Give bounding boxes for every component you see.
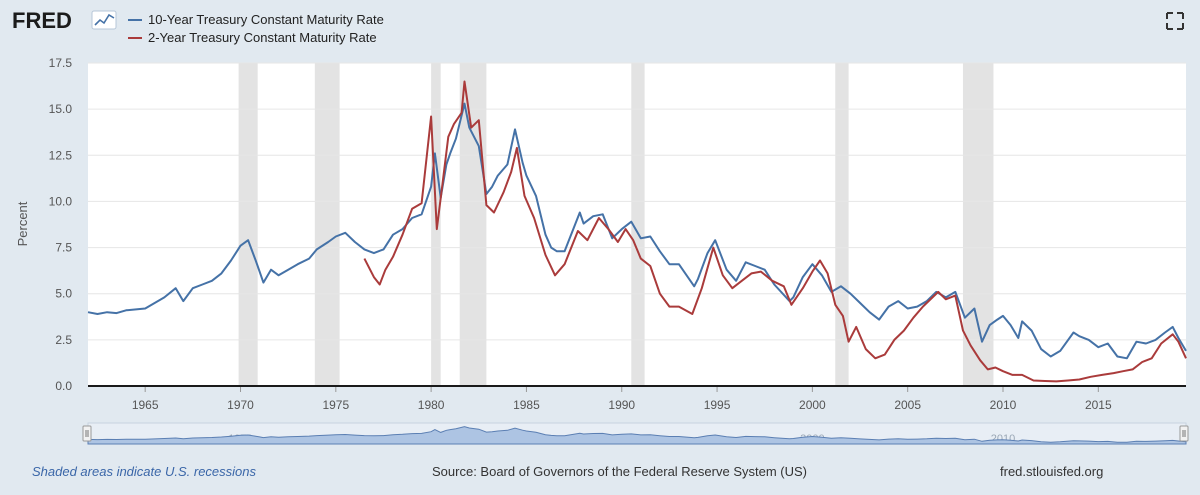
recession-band-4 (631, 63, 645, 386)
x-tick-label: 2000 (799, 398, 826, 412)
x-tick-label: 1980 (418, 398, 445, 412)
recession-band-3 (459, 63, 487, 386)
x-axis-ticks: 1965 1970 1975 1980 1985 1990 1995 2000 2005 2010… (132, 386, 1112, 412)
y-tick-label: 10.0 (49, 194, 73, 208)
series-line-2-year (363, 80, 1187, 383)
legend: 10-Year Treasury Constant Maturity Rate … (128, 12, 384, 45)
y-tick-label: 5.0 (55, 287, 72, 301)
legend-label-10-year: 10-Year Treasury Constant Maturity Rate (148, 12, 384, 27)
series-lines (87, 80, 1187, 383)
fred-logo[interactable]: FRED (12, 8, 117, 33)
y-tick-label: 7.5 (55, 241, 72, 255)
y-axis-label: Percent (15, 201, 30, 246)
y-tick-label: 2.5 (55, 333, 72, 347)
x-tick-label: 1995 (704, 398, 731, 412)
fullscreen-icon[interactable] (1166, 12, 1184, 30)
legend-label-2-year: 2-Year Treasury Constant Maturity Rate (148, 30, 377, 45)
x-tick-label: 2015 (1085, 398, 1112, 412)
legend-item-10-year[interactable]: 10-Year Treasury Constant Maturity Rate (128, 12, 384, 27)
site-link[interactable]: fred.stlouisfed.org (1000, 464, 1103, 479)
series-line-10-year (87, 102, 1187, 360)
x-tick-label: 1975 (322, 398, 349, 412)
y-tick-label: 17.5 (49, 56, 73, 70)
legend-item-2-year[interactable]: 2-Year Treasury Constant Maturity Rate (128, 30, 377, 45)
y-tick-label: 12.5 (49, 148, 73, 162)
recession-band-5 (835, 63, 849, 386)
x-tick-label: 1970 (227, 398, 254, 412)
recession-band-1 (314, 63, 340, 386)
navigator-right-handle[interactable] (1179, 425, 1189, 442)
recession-band-0 (238, 63, 258, 386)
range-navigator[interactable]: 19701980199020002010 (82, 422, 1189, 445)
y-axis-ticks: 0.0 2.5 5.0 7.5 10.0 12.5 15.0 17.5 (49, 56, 73, 393)
x-tick-label: 2010 (990, 398, 1017, 412)
source-text: Source: Board of Governors of the Federa… (432, 464, 807, 479)
fred-logo-text: FRED (12, 8, 72, 33)
x-tick-label: 2005 (894, 398, 921, 412)
x-tick-label: 1990 (608, 398, 635, 412)
recession-band-6 (962, 63, 994, 386)
y-tick-label: 0.0 (55, 379, 72, 393)
x-tick-label: 1965 (132, 398, 159, 412)
x-tick-label: 1985 (513, 398, 540, 412)
recessions-note: Shaded areas indicate U.S. recessions (32, 464, 257, 479)
navigator-area (87, 426, 1187, 445)
navigator-left-handle[interactable] (82, 425, 92, 442)
y-tick-label: 15.0 (49, 102, 73, 116)
line-graph-icon (91, 10, 117, 30)
